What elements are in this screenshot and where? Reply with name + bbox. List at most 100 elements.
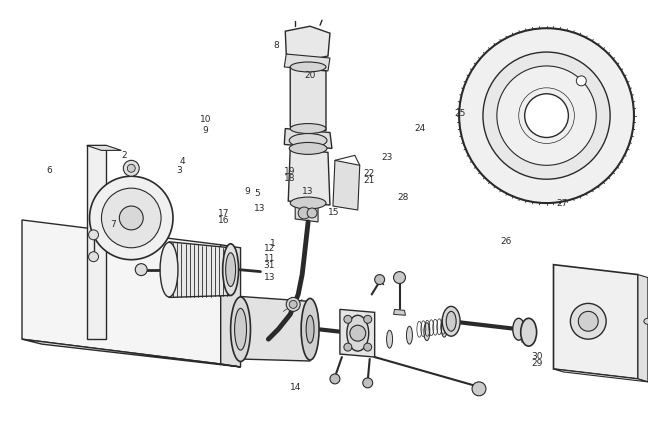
Ellipse shape (522, 319, 536, 343)
Circle shape (344, 315, 352, 323)
Ellipse shape (235, 308, 246, 350)
Ellipse shape (521, 318, 537, 346)
Circle shape (124, 160, 139, 176)
Ellipse shape (522, 319, 536, 343)
Text: 2: 2 (122, 151, 127, 160)
Circle shape (127, 165, 135, 172)
Ellipse shape (306, 315, 314, 343)
Text: 15: 15 (328, 208, 340, 217)
Text: 1: 1 (270, 240, 276, 248)
Text: 20: 20 (304, 71, 316, 80)
Circle shape (577, 76, 586, 86)
Circle shape (330, 374, 340, 384)
Text: 27: 27 (556, 199, 567, 208)
Text: 6: 6 (46, 166, 52, 175)
Circle shape (298, 207, 310, 219)
Text: 5: 5 (254, 189, 260, 198)
Ellipse shape (291, 62, 326, 72)
Ellipse shape (301, 298, 319, 360)
Text: 14: 14 (289, 382, 301, 392)
Text: 13: 13 (254, 204, 265, 212)
Polygon shape (291, 67, 326, 131)
Ellipse shape (644, 318, 650, 324)
Text: 8: 8 (274, 42, 279, 50)
Ellipse shape (289, 134, 327, 148)
Text: 26: 26 (500, 237, 512, 246)
Polygon shape (221, 245, 240, 367)
Text: 17: 17 (218, 209, 230, 218)
Circle shape (525, 94, 568, 137)
Ellipse shape (522, 319, 536, 343)
Polygon shape (22, 339, 240, 367)
Ellipse shape (522, 319, 536, 343)
Ellipse shape (289, 142, 327, 154)
Text: 11: 11 (264, 254, 275, 263)
Text: 31: 31 (264, 261, 275, 270)
Ellipse shape (226, 253, 235, 287)
Circle shape (88, 230, 99, 240)
Circle shape (578, 311, 598, 331)
Text: 12: 12 (264, 244, 275, 253)
Ellipse shape (522, 319, 536, 343)
Ellipse shape (522, 319, 536, 343)
Polygon shape (285, 26, 330, 61)
Text: 13: 13 (264, 273, 275, 282)
Circle shape (374, 275, 385, 285)
Circle shape (459, 28, 634, 203)
Circle shape (90, 176, 173, 259)
Circle shape (307, 208, 317, 218)
Ellipse shape (513, 318, 525, 340)
Ellipse shape (223, 244, 239, 296)
Ellipse shape (291, 123, 326, 134)
Polygon shape (240, 296, 310, 361)
Text: 4: 4 (179, 157, 185, 166)
Circle shape (101, 188, 161, 248)
Polygon shape (284, 54, 330, 71)
Ellipse shape (424, 323, 430, 340)
Polygon shape (333, 160, 359, 210)
Circle shape (88, 252, 99, 262)
Ellipse shape (160, 242, 178, 297)
Polygon shape (554, 265, 638, 379)
Text: 13: 13 (302, 187, 314, 196)
Circle shape (483, 52, 610, 179)
Polygon shape (22, 220, 221, 364)
Ellipse shape (387, 330, 393, 348)
Ellipse shape (522, 319, 536, 343)
Circle shape (286, 298, 300, 311)
Polygon shape (295, 203, 318, 222)
Polygon shape (393, 310, 406, 315)
Text: 9: 9 (244, 187, 250, 196)
Text: 18: 18 (284, 174, 296, 183)
Polygon shape (288, 148, 330, 205)
Text: 3: 3 (177, 166, 182, 175)
Circle shape (350, 325, 366, 341)
Circle shape (135, 264, 147, 276)
Ellipse shape (406, 326, 412, 344)
Ellipse shape (347, 315, 369, 351)
Text: 16: 16 (218, 216, 230, 225)
Text: 25: 25 (454, 109, 465, 118)
Ellipse shape (231, 297, 250, 362)
Text: 22: 22 (364, 169, 375, 178)
Ellipse shape (441, 319, 447, 337)
Ellipse shape (291, 197, 326, 209)
Ellipse shape (446, 311, 456, 331)
Ellipse shape (522, 319, 536, 343)
Polygon shape (169, 242, 231, 298)
Text: 29: 29 (532, 360, 543, 368)
Text: 23: 23 (382, 153, 393, 162)
Circle shape (363, 378, 372, 388)
Circle shape (120, 206, 143, 230)
Polygon shape (638, 275, 648, 382)
Circle shape (571, 304, 606, 339)
Polygon shape (340, 310, 374, 357)
Text: 24: 24 (414, 123, 425, 133)
Polygon shape (86, 145, 107, 339)
Text: 19: 19 (284, 167, 296, 176)
Text: 9: 9 (202, 126, 208, 135)
Polygon shape (284, 128, 332, 148)
Circle shape (393, 272, 406, 284)
Circle shape (472, 382, 486, 396)
Text: 21: 21 (364, 176, 375, 185)
